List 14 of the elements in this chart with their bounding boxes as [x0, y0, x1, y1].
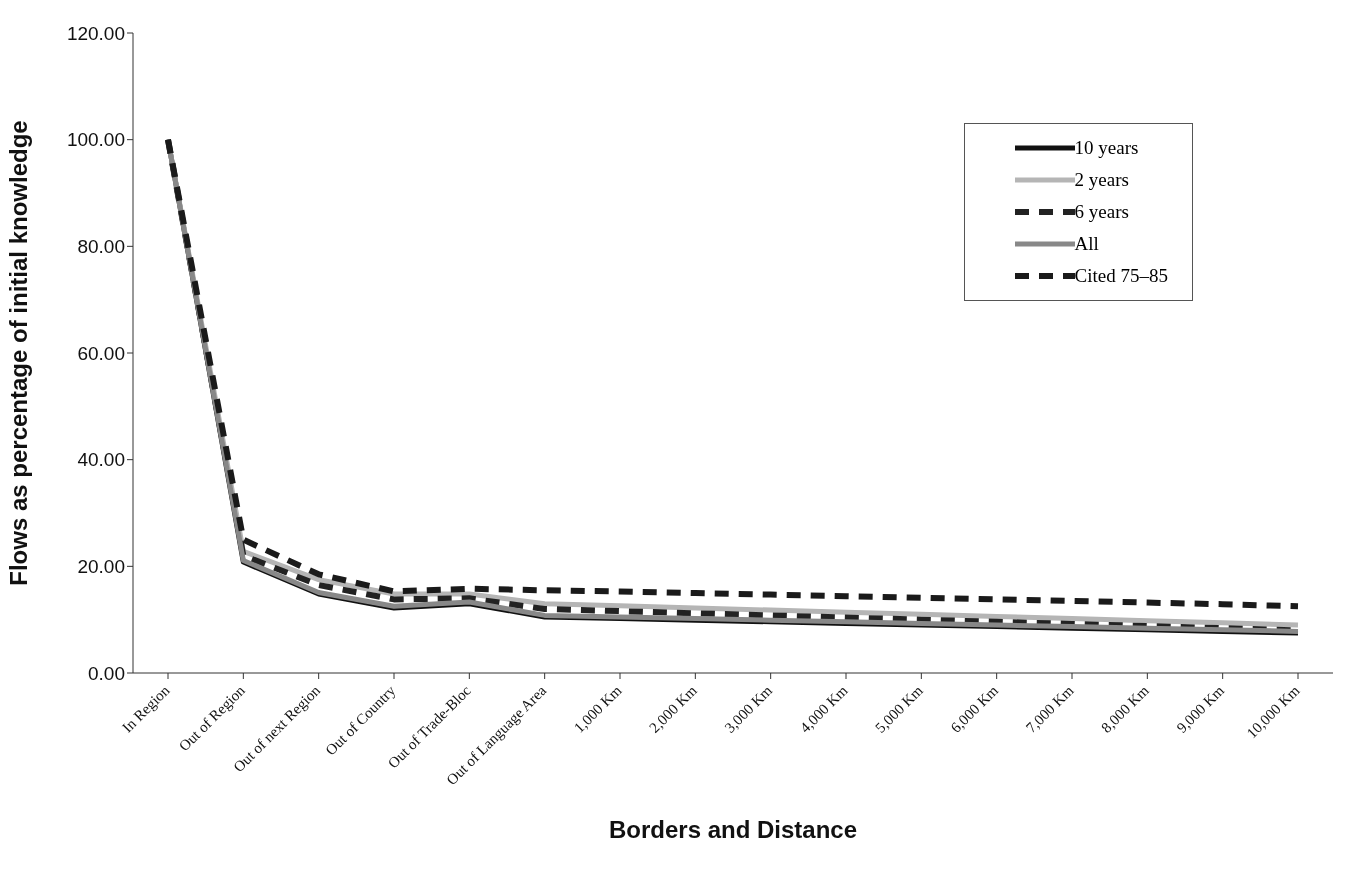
legend-label: 6 years [1074, 201, 1129, 223]
legend-label: All [1074, 233, 1099, 255]
y-tick-label: 80.00 [77, 236, 125, 258]
y-axis-title: Flows as percentage of initial knowledge [4, 120, 32, 586]
legend-label: 2 years [1074, 169, 1129, 191]
y-tick-label: 100.00 [66, 129, 125, 151]
legend-label: Cited 75–85 [1074, 265, 1168, 287]
y-tick-label: 20.00 [77, 556, 125, 578]
y-tick-label: 40.00 [77, 449, 125, 471]
y-tick-label: 0.00 [88, 662, 125, 684]
y-tick-label: 120.00 [66, 22, 125, 44]
x-axis-title: Borders and Distance [608, 816, 858, 843]
legend-label: 10 years [1074, 137, 1139, 159]
y-tick-label: 60.00 [77, 342, 125, 364]
